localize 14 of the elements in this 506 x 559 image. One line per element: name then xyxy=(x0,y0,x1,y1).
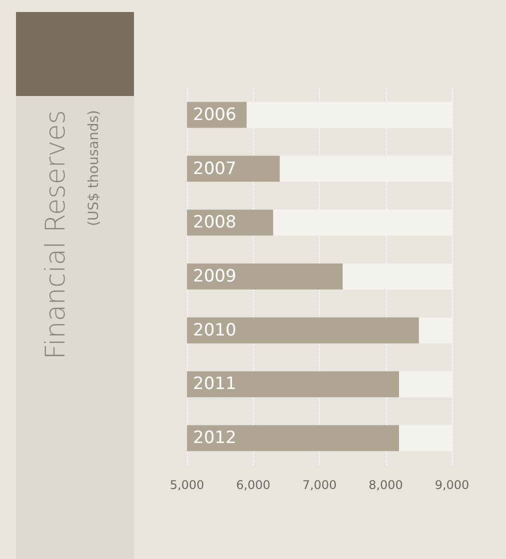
y-tick-label: 2012 xyxy=(193,428,236,448)
y-tick-label: 2007 xyxy=(193,158,236,179)
x-tick-label: 8,000 xyxy=(368,478,403,492)
x-tick-label: 6,000 xyxy=(236,478,270,492)
y-tick-label: 2010 xyxy=(193,320,236,340)
x-tick-label: 5,000 xyxy=(170,478,204,492)
text: Financial Reserves xyxy=(40,110,72,360)
y-tick-label: 2008 xyxy=(193,212,236,233)
x-tick-label: 9,000 xyxy=(434,478,470,492)
text: (US$ thousands) xyxy=(86,110,102,226)
y-tick-label: 2011 xyxy=(193,374,236,394)
x-tick-label: 7,000 xyxy=(302,478,337,492)
y-tick-label: 2006 xyxy=(193,104,236,125)
y-tick-label: 2009 xyxy=(193,266,236,286)
